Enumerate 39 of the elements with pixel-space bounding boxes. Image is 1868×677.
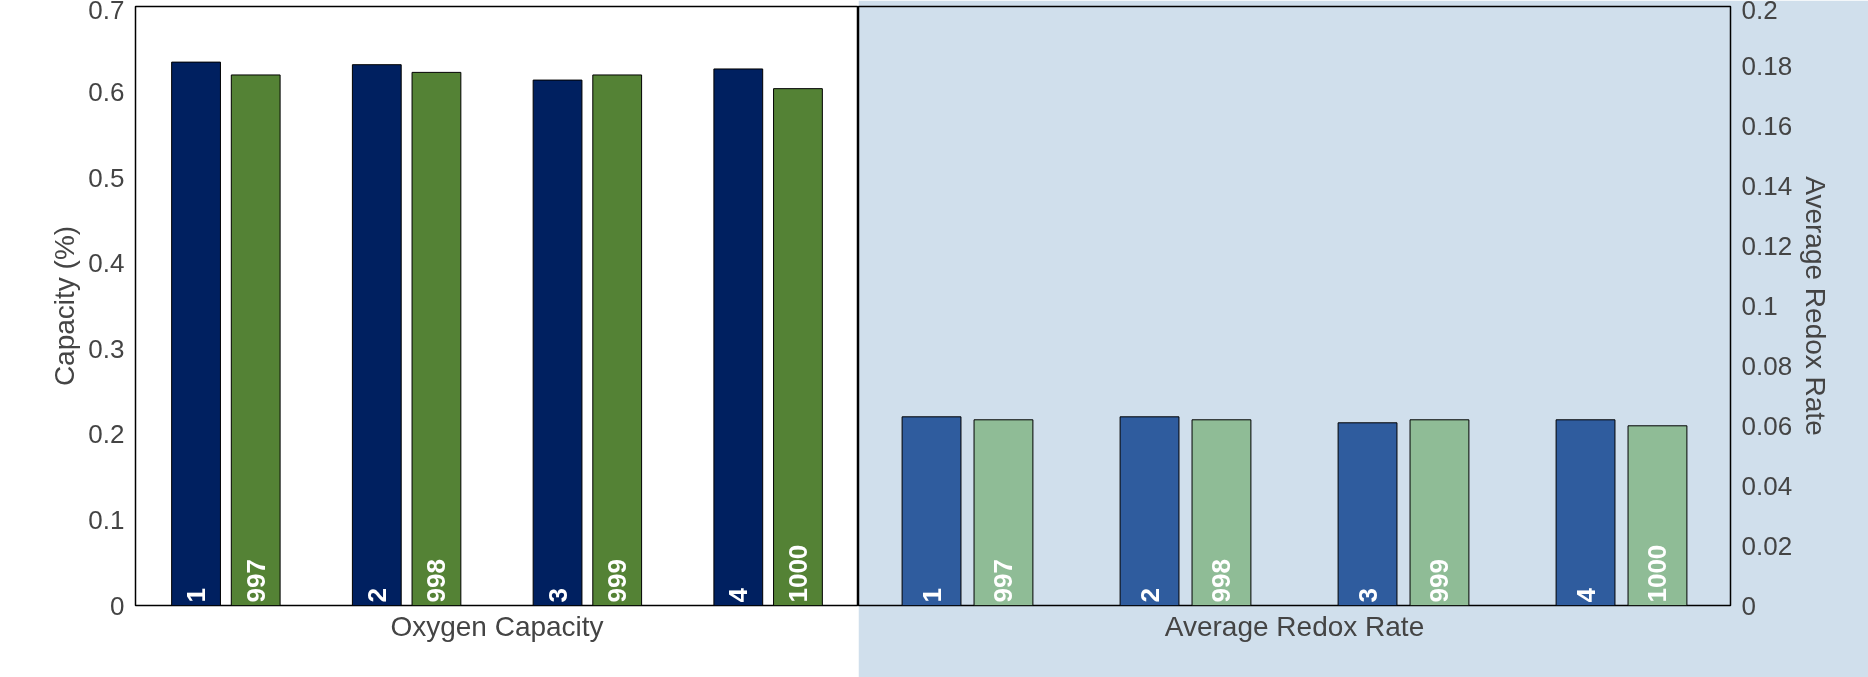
y-tick-label: 0.04 [1741, 470, 1793, 501]
x-tick-label: 4 [1570, 587, 1601, 603]
y-tick-label: 0.12 [1741, 231, 1793, 262]
y-tick-label: 0.02 [1741, 530, 1793, 561]
y-tick-label: 0.1 [1741, 291, 1778, 321]
x-tick-label: 997 [988, 559, 1019, 603]
x-tick-label: 2 [1134, 588, 1165, 603]
y-axis-title: Capacity (%) [49, 225, 81, 387]
x-tick-label: 999 [1424, 559, 1455, 603]
y-tick-label: 0.14 [1741, 171, 1793, 202]
x-tick-label: 1000 [1642, 544, 1673, 603]
x-tick-label: 3 [1352, 588, 1383, 603]
y-tick-label: 0 [110, 590, 125, 621]
y-tick-label: 0 [1741, 590, 1756, 621]
y-tick-label: 0.7 [88, 0, 125, 25]
y-tick-label: 0.6 [88, 77, 125, 108]
y-tick-label: 0.08 [1741, 350, 1793, 381]
y-tick-label: 0.1 [88, 504, 125, 535]
x-tick-label: 1 [916, 588, 947, 603]
x-tick-label: 4 [723, 587, 754, 603]
x-axis-title: Oxygen Capacity [390, 610, 604, 642]
x-tick-label: 2 [361, 588, 392, 603]
x-tick-label: 997 [240, 559, 271, 603]
x-tick-label: 998 [1206, 559, 1237, 603]
y-tick-label: 0.5 [88, 162, 125, 193]
x-tick-label: 1000 [782, 544, 813, 603]
x-tick-label: 3 [542, 588, 573, 603]
x-tick-label: 999 [602, 559, 633, 603]
y-tick-label: 0.2 [88, 419, 125, 450]
x-tick-label: 998 [421, 559, 452, 603]
x-axis-title: Average Redox Rate [1164, 610, 1425, 642]
y-tick-label: 0.18 [1741, 51, 1793, 82]
x-tick-label: 1 [181, 588, 212, 603]
y-axis-title: Average Redox Rate [1800, 176, 1832, 436]
y-tick-label: 0.2 [1741, 0, 1778, 25]
y-tick-label: 0.16 [1741, 111, 1793, 142]
y-tick-label: 0.06 [1741, 410, 1793, 441]
y-tick-label: 0.3 [88, 333, 125, 364]
y-tick-label: 0.4 [88, 248, 125, 279]
